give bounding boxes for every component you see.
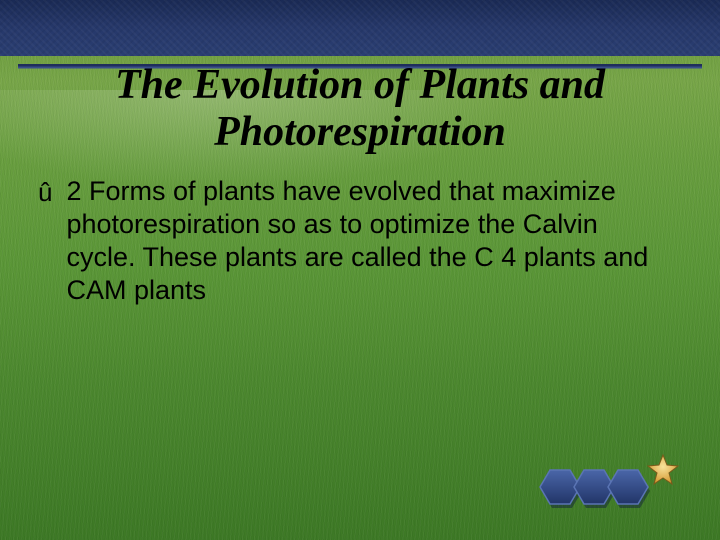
slide-title: The Evolution of Plants and Photorespira… xyxy=(40,62,680,156)
bullet-text: 2 Forms of plants have evolved that maxi… xyxy=(66,175,672,307)
top-bar-texture xyxy=(0,0,720,56)
bullet-marker: û xyxy=(38,177,52,208)
hexagon-star-icon xyxy=(528,449,698,521)
slide: The Evolution of Plants and Photorespira… xyxy=(0,0,720,540)
slide-body: û 2 Forms of plants have evolved that ma… xyxy=(38,175,672,307)
bullet-item: û 2 Forms of plants have evolved that ma… xyxy=(38,175,672,307)
footer-decoration xyxy=(528,449,698,526)
top-bar xyxy=(0,0,720,56)
divider-line xyxy=(18,56,702,61)
